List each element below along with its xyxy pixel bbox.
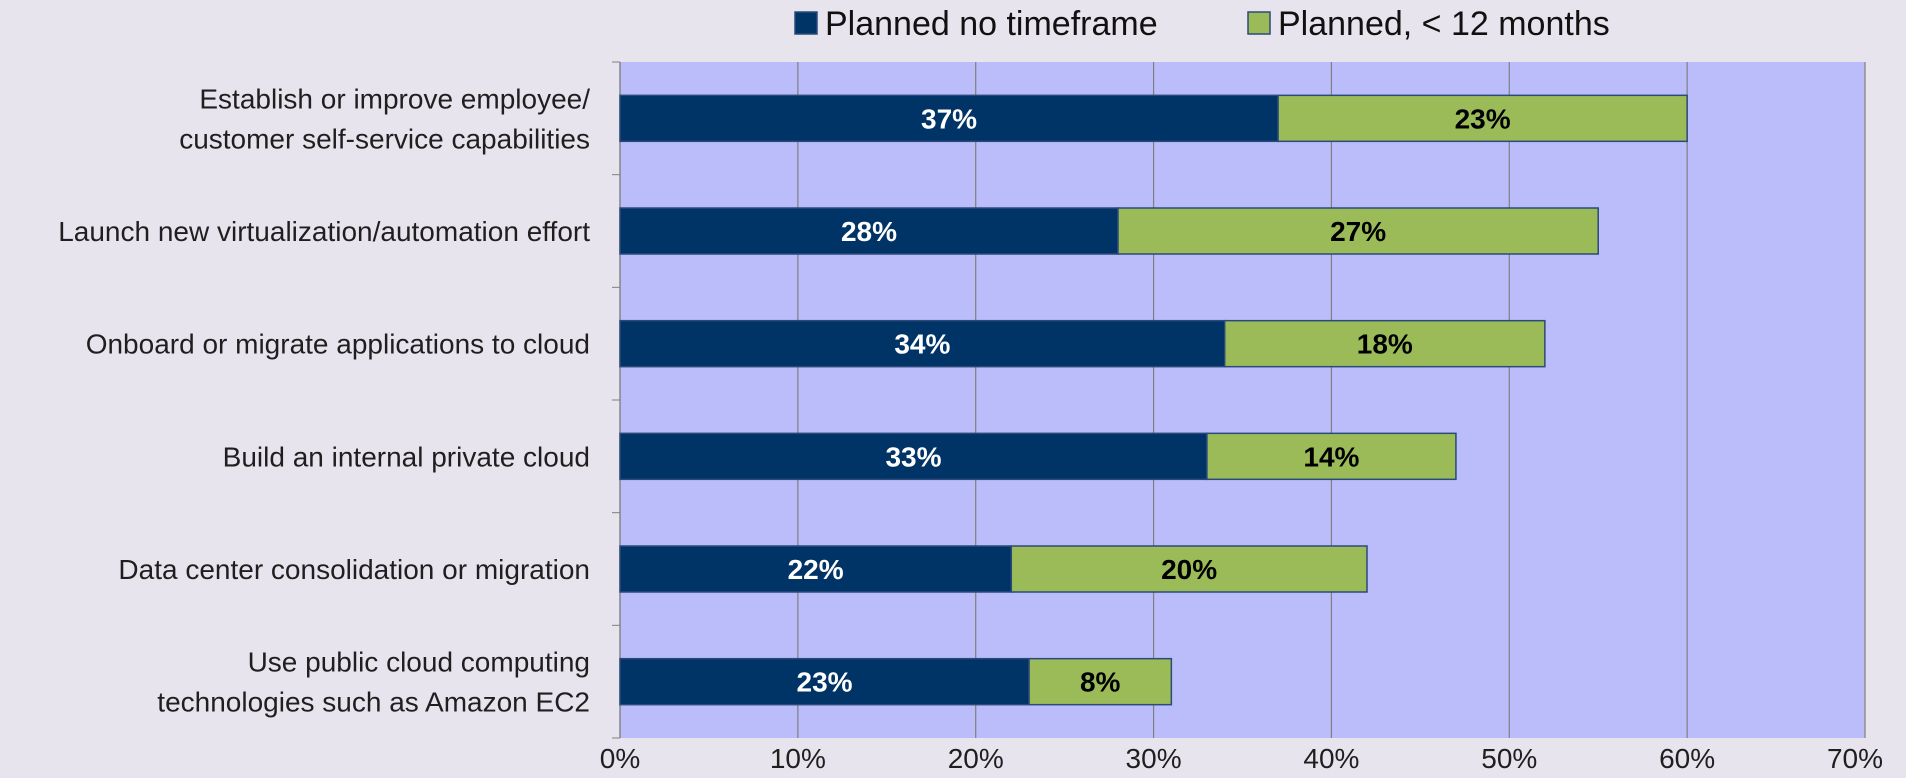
bar-segment-planned-no-timeframe-0 [619,94,1279,143]
value-label: 23% [797,667,853,698]
category-label: Build an internal private cloud [223,441,590,472]
bar-segment-planned-no-timeframe-5 [619,657,1030,706]
value-label: 34% [894,329,950,360]
category-label: Establish or improve employee/ [199,83,590,114]
x-tick-label: 0% [600,743,640,773]
value-label: 37% [921,103,977,134]
legend-swatch [794,11,818,35]
x-tick-label: 70% [1827,743,1883,773]
bar-segment-planned-under-12-months-3 [1206,432,1457,481]
category-labels: Establish or improve employee/customer s… [58,83,590,717]
value-label: 23% [1455,103,1511,134]
bar-segment-planned-under-12-months-0 [1277,94,1688,143]
value-label: 8% [1080,667,1121,698]
category-label: technologies such as Amazon EC2 [157,687,590,718]
gridlines [612,61,1866,739]
bar-segment-planned-under-12-months-5 [1028,657,1173,706]
value-label: 14% [1303,441,1359,472]
category-label: Data center consolidation or migration [118,554,590,585]
bar-segment-planned-under-12-months-2 [1223,319,1546,368]
value-label: 20% [1161,554,1217,585]
legend-label: Planned no timeframe [825,5,1158,43]
value-labels: 37% 23% 28% 27% 34% 18% 33% 14% 22% 20% 23% 8% [788,103,1511,697]
value-label: 18% [1357,329,1413,360]
bar-segment-planned-under-12-months-1 [1117,207,1599,255]
legend-label: Planned, < 12 months [1278,5,1610,43]
plot-area [620,62,1865,738]
bar-segment-planned-no-timeframe-3 [619,432,1208,481]
value-label: 22% [788,554,844,585]
x-axis-tick-labels: 0% 10% 20% 30% 40% 50% 60% 70% [600,743,1883,774]
value-label: 28% [841,216,897,247]
legend-swatch [1247,11,1271,35]
x-tick-label: 10% [770,743,826,773]
bar-segment-planned-no-timeframe-2 [619,319,1226,368]
x-tick-label: 40% [1303,743,1359,773]
x-tick-label: 30% [1126,743,1182,773]
x-tick-label: 60% [1659,743,1715,773]
bar-segment-planned-no-timeframe-4 [619,545,1013,593]
bar-segment-planned-under-12-months-4 [1010,545,1368,593]
legend: Planned no timeframe Planned, < 12 months [794,5,1610,43]
category-label: Launch new virtualization/automation eff… [58,216,590,247]
category-label: Onboard or migrate applications to cloud [86,329,590,360]
category-label: customer self-service capabilities [179,123,590,154]
value-label: 27% [1330,216,1386,247]
x-tick-label: 50% [1481,743,1537,773]
bar-segment-planned-no-timeframe-1 [619,207,1119,255]
bars [619,94,1688,706]
category-label: Use public cloud computing [248,647,590,678]
value-label: 33% [885,441,941,472]
x-tick-label: 20% [948,743,1004,773]
